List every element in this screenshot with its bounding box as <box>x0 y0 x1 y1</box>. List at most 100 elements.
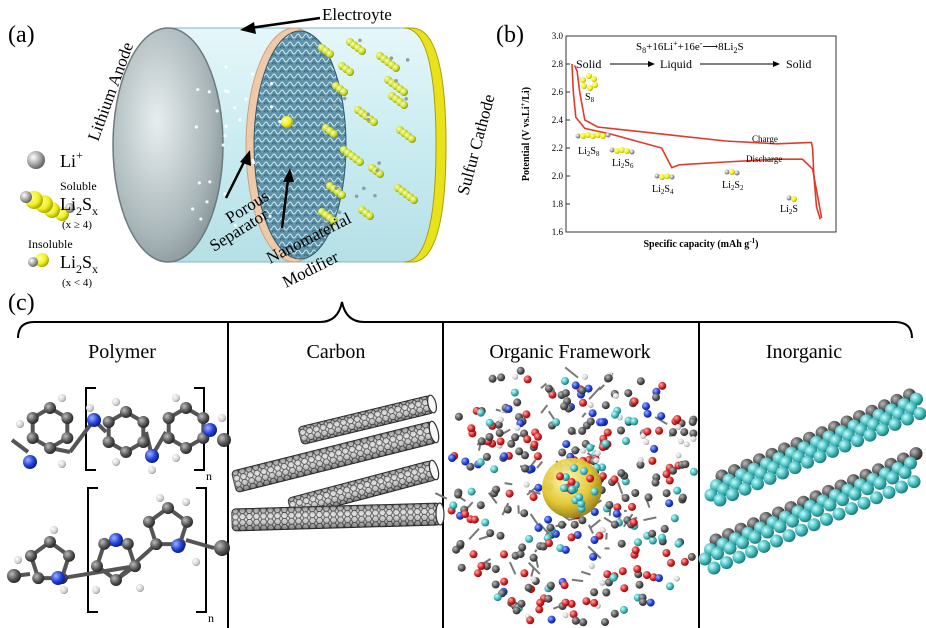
phase-solid-end: Solid <box>786 57 811 71</box>
hydrogen-atom <box>512 373 519 380</box>
hydrogen-atom <box>148 466 156 474</box>
li-ion-dot <box>342 96 347 101</box>
nanotube-end <box>435 502 445 526</box>
carbon-atom <box>497 373 506 382</box>
carbon-atom <box>214 540 230 556</box>
framework-bond <box>571 578 584 583</box>
metal-site-atom <box>888 417 902 431</box>
oxygen-atom <box>470 515 479 524</box>
modifier-arrow <box>280 179 290 229</box>
carbon-atom <box>32 572 45 585</box>
polysulfide-bead <box>366 212 374 220</box>
oxygen-atom <box>533 452 542 461</box>
hydrogen-atom <box>182 498 190 506</box>
carbon-atom <box>511 433 520 442</box>
li-ion-label: Li+ <box>60 148 83 171</box>
metal-site-atom <box>782 529 796 543</box>
carbon-atom <box>621 494 630 502</box>
nitrogen-atom <box>655 574 663 583</box>
cluster-atom <box>570 464 579 473</box>
oxygen-atom <box>545 539 553 548</box>
electrolyte-label: Electroyte <box>322 5 392 24</box>
metal-atom <box>609 573 618 582</box>
metal-atom <box>666 582 674 591</box>
metal-atom <box>510 388 519 397</box>
polysulfide-bead <box>370 118 378 126</box>
oxygen-atom <box>628 502 636 511</box>
metal-site-atom <box>707 561 721 575</box>
insoluble-formula: Li2Sx <box>60 252 98 276</box>
carbon-atom <box>454 490 463 499</box>
carbon-atom <box>217 433 231 447</box>
carbon-atom <box>648 529 657 538</box>
carbon-atom <box>601 618 609 627</box>
oxygen-atom <box>655 426 664 435</box>
metal-site-atom <box>870 491 883 505</box>
polysulfide-bead <box>392 64 400 72</box>
hydrogen-atom <box>673 575 680 582</box>
hydrogen-atom <box>640 433 647 439</box>
nitrogen-atom <box>561 545 570 554</box>
oxygen-atom <box>522 410 531 419</box>
li-ion-dot <box>278 119 282 124</box>
metal-site-atom <box>711 547 724 561</box>
carbon-atom <box>24 549 37 562</box>
hydrogen-atom <box>582 373 588 380</box>
metal-site-atom <box>813 450 827 464</box>
polymer-bracket-right-bottom <box>196 487 207 613</box>
framework-bond <box>529 513 540 527</box>
metal-site-atom <box>845 502 858 516</box>
nanotube <box>298 394 438 445</box>
carbon-atom <box>546 581 555 590</box>
carbon-atom <box>162 412 175 424</box>
carbon-atom <box>137 416 150 428</box>
hydrogen-atom <box>588 563 595 569</box>
category-inorganic: Inorganic <box>766 341 842 363</box>
oxygen-atom <box>567 533 576 542</box>
carbon-atom <box>98 537 111 550</box>
carbon-atom <box>180 442 192 454</box>
series-discharge <box>571 63 823 219</box>
oxygen-atom <box>629 518 638 527</box>
cluster-atom <box>586 474 595 483</box>
carbon-atom <box>610 609 619 618</box>
carbon-atom <box>456 539 465 548</box>
carbon-atom <box>558 520 566 529</box>
carbon-atom <box>61 432 74 444</box>
metal-site-atom <box>723 541 737 555</box>
carbon-atom <box>513 398 522 407</box>
oxygen-atom <box>500 550 508 559</box>
framework-bond <box>617 481 624 495</box>
polysulfide-bead <box>330 217 338 225</box>
oxygen-atom <box>469 550 478 559</box>
separator-arrow <box>224 159 247 199</box>
category-organic-framework: Organic Framework <box>489 341 650 363</box>
soluble-formula: Li2Sx <box>60 194 98 218</box>
carbon-atom <box>491 565 500 574</box>
oxygen-atom <box>505 489 514 498</box>
carbon-atom <box>602 588 611 597</box>
oxygen-atom <box>667 558 675 567</box>
polysulfide-bead <box>410 196 418 204</box>
carbon-atom <box>571 446 580 455</box>
hydrogen-atom <box>50 526 58 534</box>
carbon-atom <box>181 515 194 528</box>
framework-bond <box>508 561 517 575</box>
oxygen-atom <box>610 475 619 484</box>
hydrogen-atom <box>16 420 24 428</box>
carbon-atom <box>529 553 538 562</box>
carbon-atom <box>624 389 633 398</box>
oxygen-atom <box>467 424 476 433</box>
carbon-atom <box>102 416 115 428</box>
sulfur-cathode <box>403 27 447 263</box>
carbon-atom <box>688 418 697 426</box>
y-tick-label: 2.0 <box>552 171 564 181</box>
carbon-atom <box>466 462 475 471</box>
phase-arrowhead-2 <box>773 61 780 67</box>
framework-bond <box>564 366 579 379</box>
carbon-atom <box>507 439 516 448</box>
hydrogen-atom <box>675 452 682 459</box>
carbon-atom <box>546 523 555 532</box>
carbon-atom <box>495 429 504 438</box>
